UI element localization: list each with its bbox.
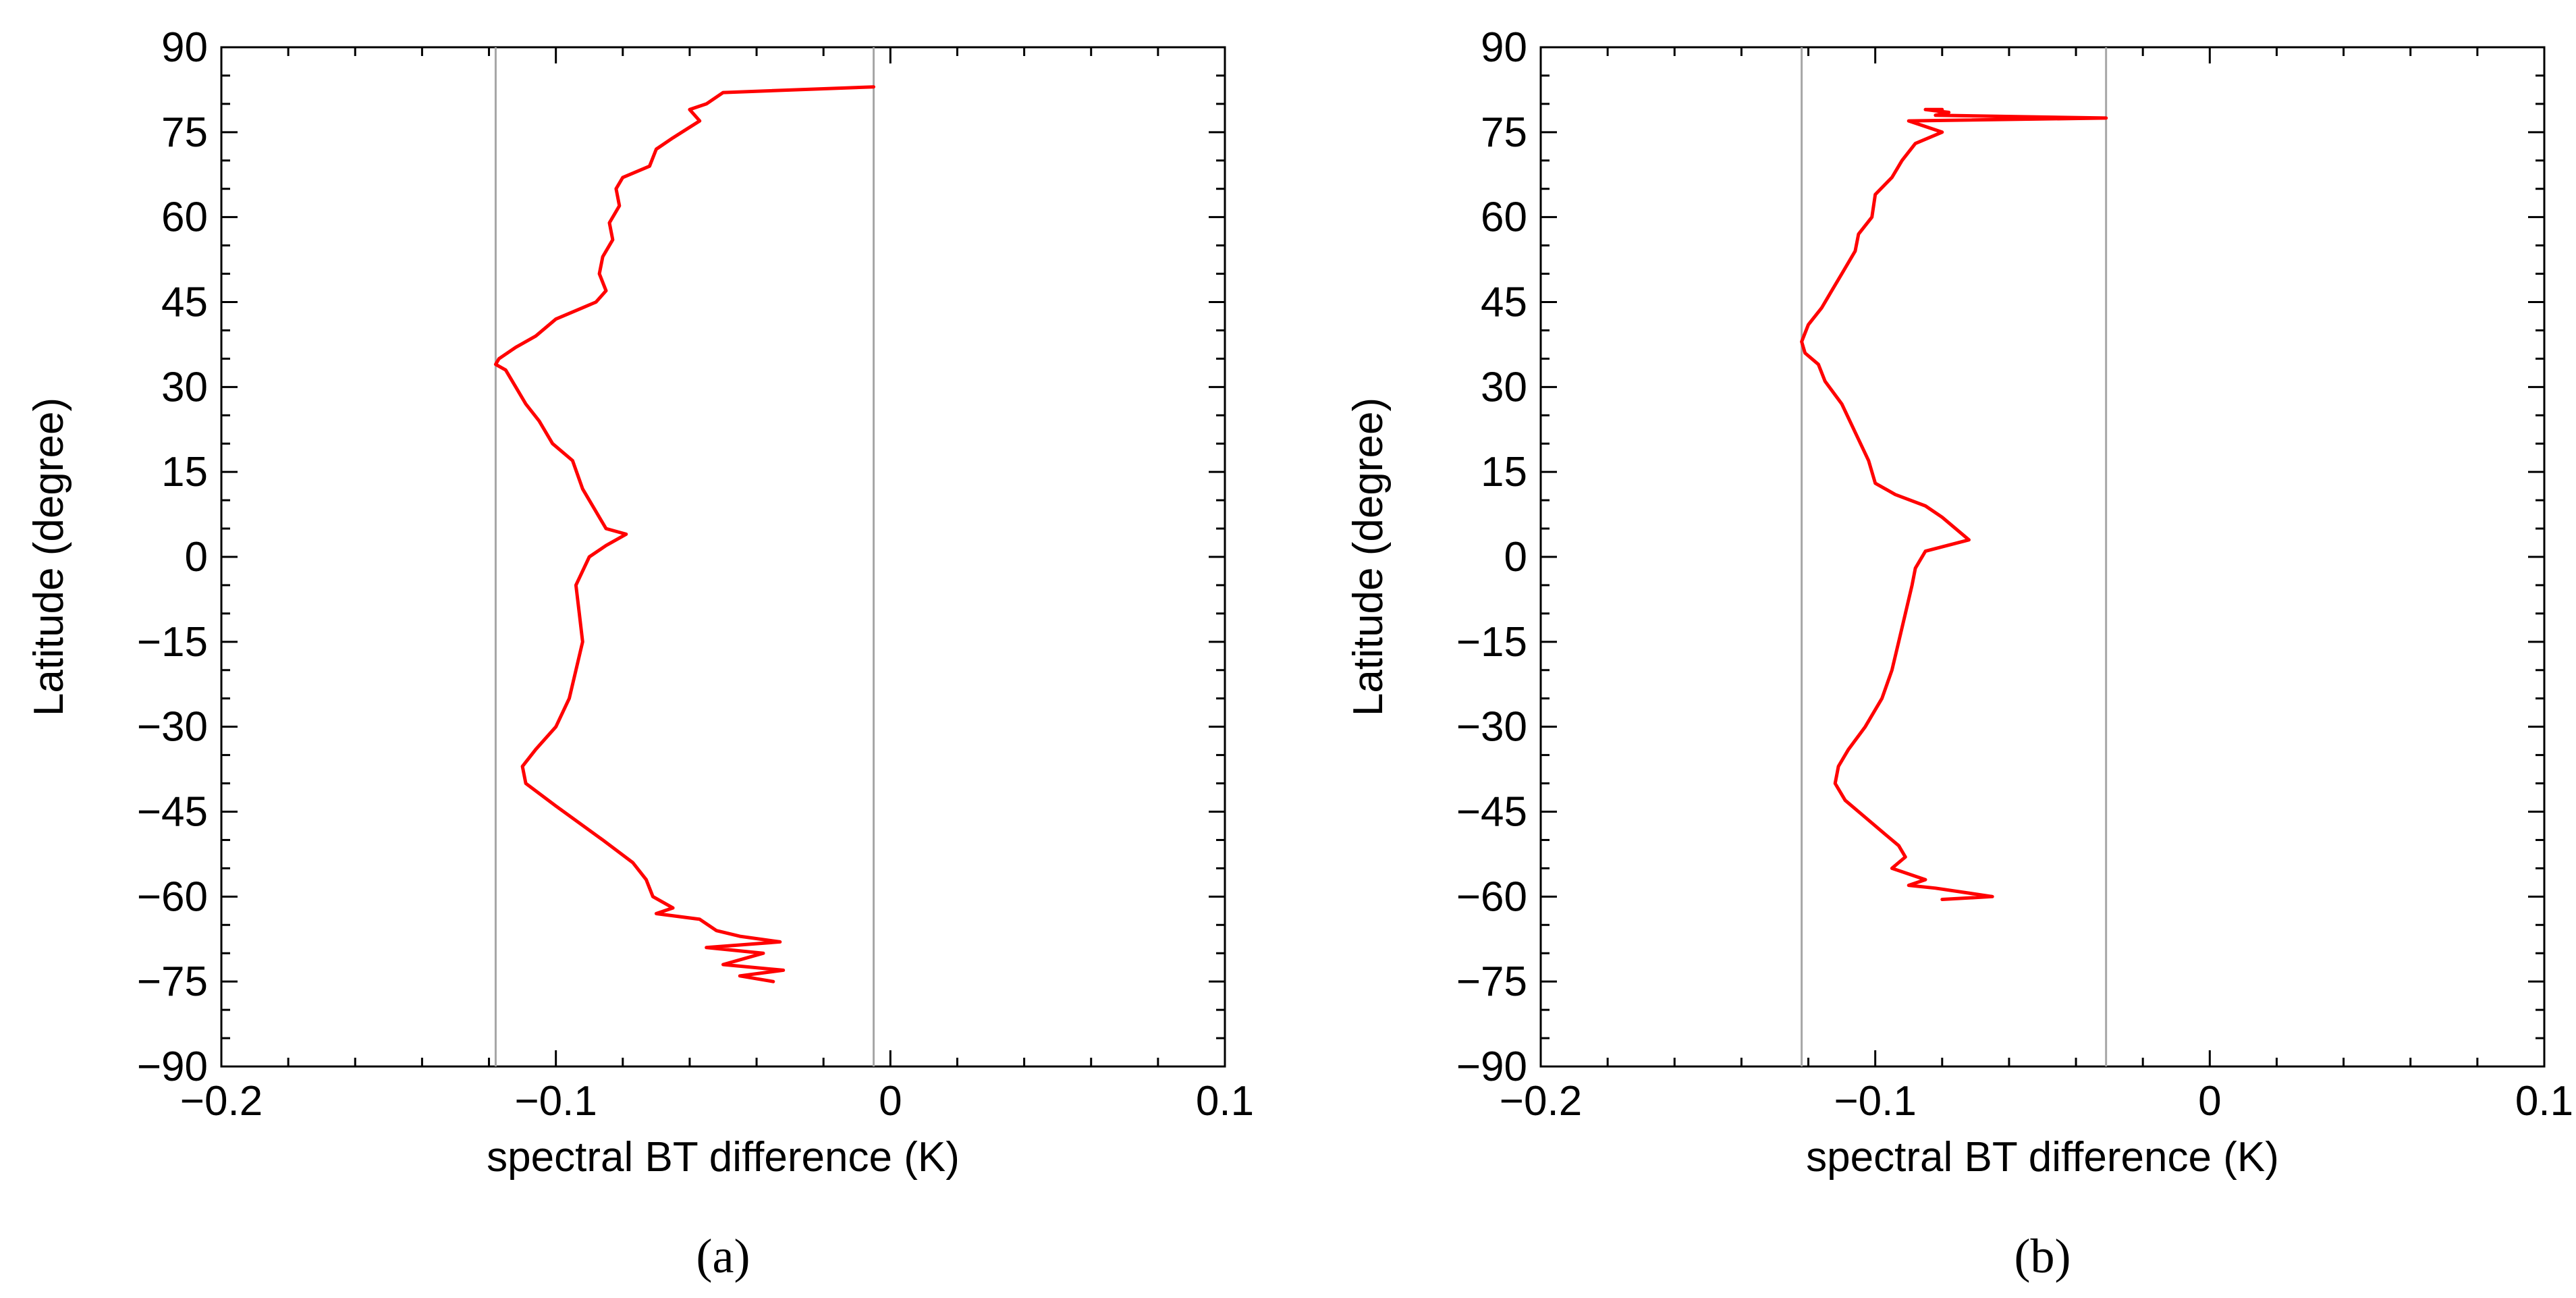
y-tick-label: 60 (1481, 194, 1527, 241)
panel-label: (a) (696, 1229, 750, 1283)
y-tick-label: 30 (1481, 364, 1527, 410)
x-tick-label: 0 (879, 1078, 902, 1125)
y-tick-label: 90 (1481, 24, 1527, 71)
y-tick-label: 0 (1504, 534, 1527, 580)
plot-frame (1539, 46, 2546, 1068)
x-tick-label: −0.2 (180, 1078, 263, 1125)
x-axis-label: spectral BT difference (K) (487, 1134, 960, 1181)
y-tick-label: 75 (1481, 109, 1527, 156)
x-tick-label: −0.1 (514, 1078, 597, 1125)
y-axis-label: Latitude (degree) (1345, 398, 1392, 716)
y-tick-label: 45 (1481, 279, 1527, 326)
x-tick-label: 0 (2198, 1078, 2221, 1125)
y-tick-label: −90 (1456, 1044, 1527, 1090)
y-tick-label: −75 (137, 958, 208, 1005)
y-tick-label: 90 (161, 24, 208, 71)
x-tick-label: 0.1 (2515, 1078, 2573, 1125)
y-tick-label: 45 (161, 279, 208, 326)
chart-panel-a: 90 75 60 45 30 15 0 −15 −30 −45 −60 −75 −90−0.2 −0.1 0… (26, 24, 1254, 1283)
x-tick-label: −0.2 (1500, 1078, 1582, 1125)
y-tick-label: −30 (1456, 704, 1527, 751)
series-line-1 (493, 85, 875, 983)
y-tick-label: 75 (161, 109, 208, 156)
y-tick-label: 0 (185, 534, 208, 580)
x-tick-label: −0.1 (1834, 1078, 1916, 1125)
y-tick-label: −60 (137, 873, 208, 920)
series-line-1 (1800, 107, 2108, 901)
chart-panel-b: 90 75 60 45 30 15 0 −15 −30 −45 −60 −75 −90−0.2 −0.1 0… (1345, 24, 2573, 1283)
y-tick-label: −30 (137, 704, 208, 751)
panel-label: (b) (2015, 1229, 2071, 1283)
y-tick-label: −90 (137, 1044, 208, 1090)
y-tick-label: 15 (161, 449, 208, 495)
y-tick-label: −60 (1456, 873, 1527, 920)
y-tick-label: 30 (161, 364, 208, 410)
x-tick-label: 0.1 (1196, 1078, 1254, 1125)
y-tick-label: −15 (137, 619, 208, 666)
y-tick-label: −45 (137, 789, 208, 836)
y-tick-label: 15 (1481, 449, 1527, 495)
y-tick-label: −75 (1456, 958, 1527, 1005)
y-tick-label: −45 (1456, 789, 1527, 836)
y-tick-label: −15 (1456, 619, 1527, 666)
y-axis-label: Latitude (degree) (26, 398, 72, 716)
y-tick-label: 60 (161, 194, 208, 241)
plot-frame (220, 46, 1226, 1068)
x-axis-label: spectral BT difference (K) (1806, 1134, 2279, 1181)
